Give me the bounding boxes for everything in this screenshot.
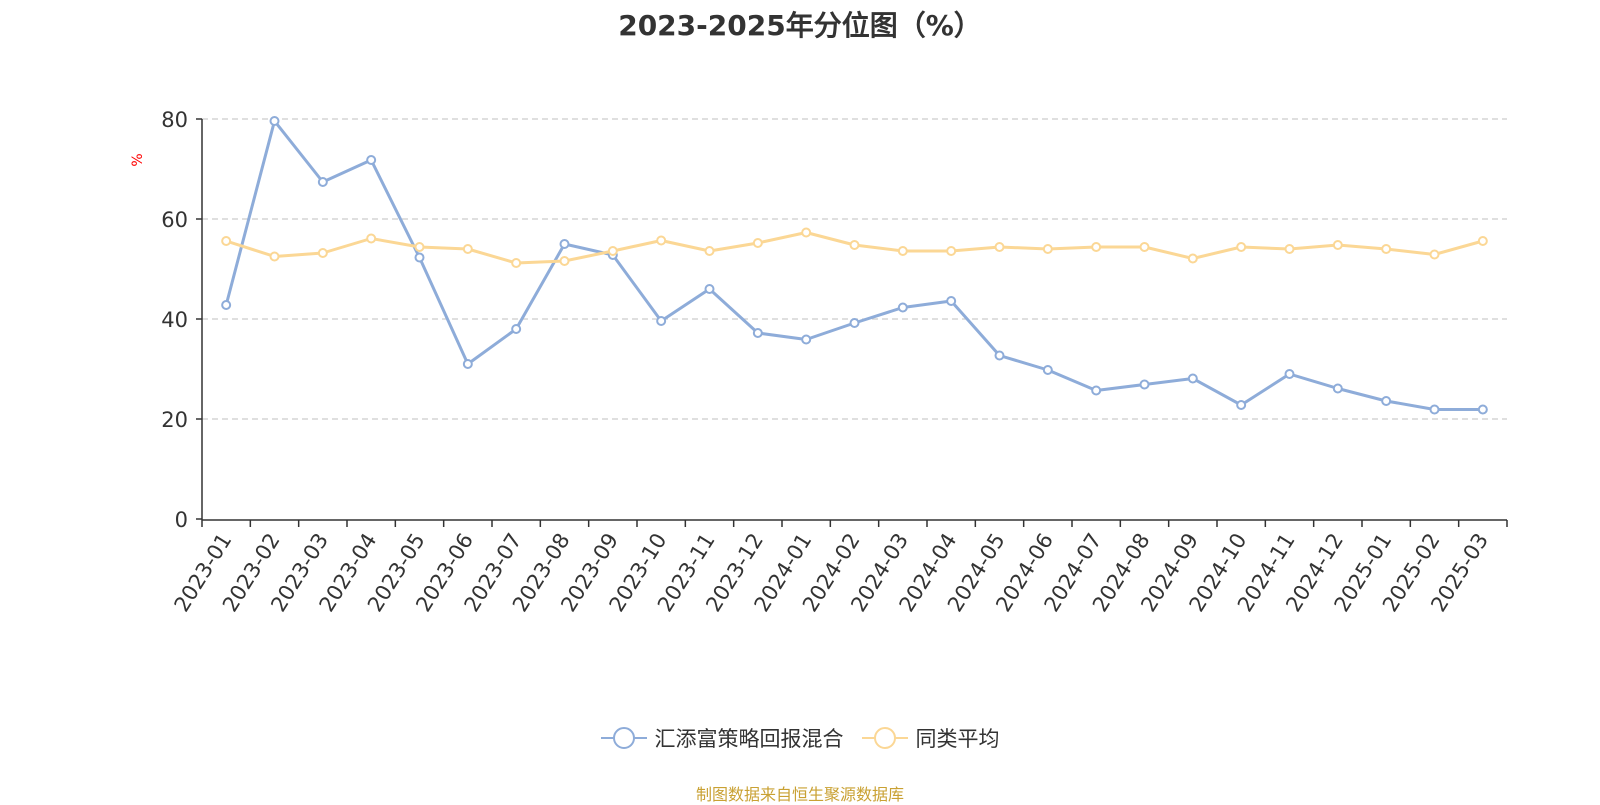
data-point	[946, 246, 957, 256]
data-point	[1477, 236, 1488, 246]
data-point	[1042, 244, 1053, 254]
data-point	[1381, 244, 1392, 254]
legend-item-0[interactable]: 汇添富策略回报混合	[600, 723, 844, 753]
series-lines	[221, 116, 1488, 415]
data-point	[1187, 373, 1198, 384]
data-point	[1332, 383, 1343, 394]
y-tick-label: 20	[161, 408, 188, 432]
data-point	[462, 359, 473, 369]
data-point	[1284, 244, 1295, 254]
data-point	[366, 233, 377, 244]
axes: 0204060802023-012023-022023-032023-04202…	[161, 108, 1508, 616]
data-point	[801, 334, 812, 345]
legend-item-1[interactable]: 同类平均	[861, 723, 1000, 753]
y-tick-label: 80	[161, 108, 188, 132]
data-point	[1284, 369, 1295, 379]
data-point	[849, 240, 860, 250]
data-point	[1236, 400, 1247, 410]
data-point	[511, 324, 522, 334]
legend-label: 同类平均	[915, 727, 1000, 751]
data-point	[752, 328, 763, 338]
data-point	[1091, 385, 1102, 396]
data-point	[1477, 404, 1488, 415]
data-point	[269, 251, 280, 262]
data-point	[462, 244, 473, 254]
data-point	[656, 316, 667, 326]
data-point	[801, 227, 812, 238]
y-tick-label: 0	[175, 508, 188, 532]
series-line-0	[224, 119, 1483, 411]
data-point	[1042, 365, 1053, 375]
data-point	[849, 318, 860, 328]
data-point	[704, 284, 715, 294]
y-tick-label: 60	[161, 208, 188, 232]
data-point	[559, 239, 570, 249]
data-point	[1429, 404, 1440, 415]
data-point	[366, 155, 377, 165]
chart-title: 2023-2025年分位图（%）	[618, 9, 982, 42]
data-point	[414, 242, 425, 252]
data-point	[1139, 379, 1150, 390]
data-point	[1187, 253, 1198, 264]
data-point	[1332, 240, 1343, 250]
data-point	[317, 248, 328, 258]
data-point	[414, 252, 425, 263]
data-point	[559, 256, 570, 266]
data-point	[1381, 396, 1392, 406]
data-point	[1139, 242, 1150, 252]
source-note: 制图数据来自恒生聚源数据库	[695, 785, 904, 804]
line-chart: 0204060802023-012023-022023-032023-04202…	[130, 108, 1508, 616]
data-point	[269, 116, 280, 126]
legend-marker-icon	[861, 727, 908, 749]
data-point	[607, 246, 618, 256]
data-point	[317, 177, 328, 187]
data-point	[897, 302, 908, 313]
legend: 汇添富策略回报混合 同类平均	[0, 723, 1600, 753]
data-point	[946, 296, 957, 306]
data-point	[1429, 249, 1440, 260]
y-tick-label: 40	[161, 308, 188, 332]
data-point	[221, 300, 232, 310]
data-point	[1091, 242, 1102, 252]
data-point	[1236, 242, 1247, 252]
data-point	[752, 238, 763, 248]
data-point	[656, 235, 667, 246]
grid-lines	[202, 118, 1507, 420]
legend-marker-icon	[600, 727, 647, 749]
data-point	[994, 242, 1005, 252]
legend-label: 汇添富策略回报混合	[654, 727, 844, 751]
data-point	[221, 236, 232, 246]
data-point	[704, 246, 715, 256]
data-point	[994, 350, 1005, 361]
y-axis-unit-label: %	[130, 153, 146, 166]
data-point	[897, 246, 908, 256]
data-point	[511, 258, 522, 268]
